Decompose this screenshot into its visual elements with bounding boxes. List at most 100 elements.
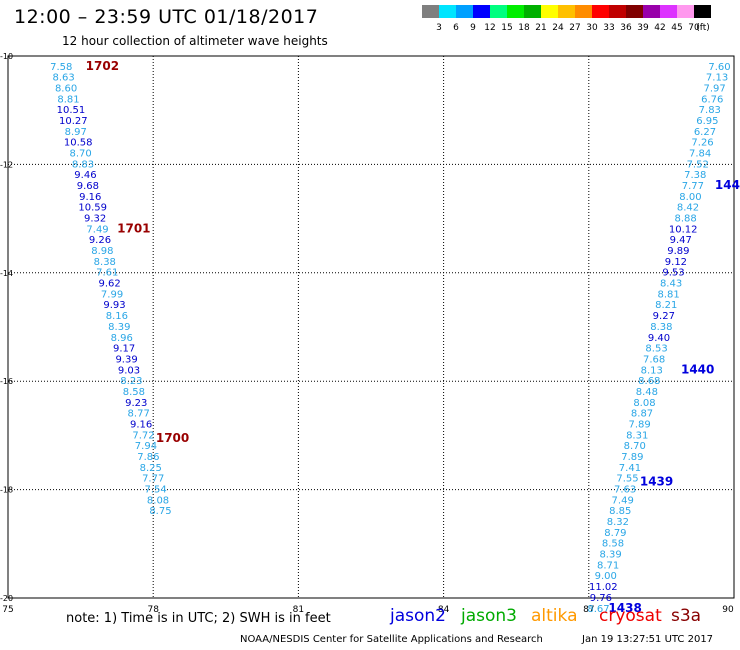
- legend-swatch: [592, 5, 609, 18]
- wave-height-label: 8.87: [631, 409, 653, 420]
- lon-tick-label: 81: [293, 605, 304, 615]
- lat-tick-label: -16: [0, 377, 13, 386]
- legend-label: 15: [501, 23, 513, 33]
- wave-height-label: 7.86: [137, 452, 159, 463]
- wave-height-label: 10.59: [78, 203, 107, 214]
- legend-swatch: [660, 5, 677, 18]
- wave-height-label: 8.77: [128, 409, 150, 420]
- credit-line: NOAA/NESDIS Center for Satellite Applica…: [240, 634, 543, 645]
- legend-label: 39: [637, 23, 649, 33]
- wave-height-label: 8.25: [140, 463, 162, 474]
- lat-tick-label: -10: [0, 52, 13, 61]
- legend-swatch: [626, 5, 643, 18]
- pass-time-label: 1439: [640, 474, 673, 488]
- wave-height-label: 7.26: [691, 138, 713, 149]
- wave-height-label: 9.62: [99, 279, 121, 290]
- legend-label: 36: [620, 23, 632, 33]
- wave-height-label: 9.53: [662, 268, 684, 279]
- wave-height-label: 7.60: [708, 62, 730, 73]
- wave-height-label: 8.43: [660, 279, 682, 290]
- lon-tick-label: 78: [147, 605, 159, 615]
- pass-time-label: 1438: [608, 601, 641, 615]
- wave-height-label: 8.21: [655, 300, 677, 311]
- legend-swatch: [507, 5, 524, 18]
- wave-height-label: 10.12: [669, 224, 698, 235]
- legend-label: 21: [535, 23, 547, 33]
- lon-tick-label: 90: [722, 605, 734, 615]
- legend-unit: (ft): [696, 23, 710, 33]
- wave-height-label: 7.13: [706, 73, 728, 84]
- legend-swatch: [524, 5, 541, 18]
- lat-tick-label: -12: [0, 160, 13, 169]
- wave-height-label: 8.00: [679, 192, 701, 203]
- wave-height-label: 8.81: [658, 289, 680, 300]
- wave-height-label: 8.38: [650, 322, 672, 333]
- satellite-cryosat: cryosat: [599, 606, 662, 626]
- wave-height-label: 8.67: [587, 604, 609, 615]
- legend-label: 70: [688, 23, 700, 33]
- legend-swatch: [456, 5, 473, 18]
- wave-height-label: 7.89: [621, 452, 643, 463]
- wave-height-label: 9.12: [665, 257, 687, 268]
- wave-height-label: 8.39: [599, 550, 621, 561]
- wave-height-label: 8.81: [57, 94, 79, 105]
- legend-swatch: [439, 5, 456, 18]
- wave-height-label: 9.40: [648, 333, 670, 344]
- wave-height-label: 7.55: [616, 474, 638, 485]
- wave-height-label: 7.77: [142, 474, 164, 485]
- legend-swatch: [643, 5, 660, 18]
- wave-height-label: 9.16: [130, 419, 152, 430]
- pass-time-label: 1701: [117, 221, 150, 235]
- lon-tick-label: 75: [2, 605, 13, 615]
- wave-height-label: 9.00: [595, 571, 617, 582]
- wave-height-label: 7.89: [628, 419, 650, 430]
- wave-height-label: 7.83: [699, 105, 721, 116]
- wave-height-label: 8.85: [609, 506, 631, 517]
- wave-height-label: 11.02: [589, 582, 618, 593]
- legend-swatch: [609, 5, 626, 18]
- wave-height-label: 8.39: [108, 322, 130, 333]
- legend-label: 3: [436, 23, 442, 33]
- wave-height-label: 10.27: [59, 116, 88, 127]
- wave-height-label: 8.98: [91, 246, 113, 257]
- satellite-altika: altika: [531, 606, 578, 626]
- legend-label: 33: [603, 23, 615, 33]
- legend-label: 18: [518, 23, 530, 33]
- wave-height-label: 7.52: [687, 159, 709, 170]
- wave-height-label: 7.63: [614, 485, 636, 496]
- wave-height-label: 7.49: [86, 224, 108, 235]
- wave-height-label: 6.76: [701, 94, 723, 105]
- wave-height-label: 8.58: [123, 387, 145, 398]
- legend-swatch: [541, 5, 558, 18]
- page-title: 12:00 – 23:59 UTC 01/18/2017: [14, 6, 319, 28]
- wave-height-label: 7.58: [50, 62, 72, 73]
- wave-height-label: 8.68: [638, 376, 660, 387]
- wave-height-label: 8.08: [147, 495, 169, 506]
- wave-height-label: 6.27: [694, 127, 716, 138]
- wave-height-label: 9.47: [670, 235, 692, 246]
- wave-height-label: 7.68: [643, 354, 665, 365]
- wave-height-label: 8.38: [94, 257, 116, 268]
- wave-height-label: 8.58: [602, 539, 624, 550]
- wave-height-label: 8.31: [626, 430, 648, 441]
- wave-height-label: 7.72: [132, 430, 154, 441]
- wave-height-label: 8.13: [641, 365, 663, 376]
- wave-height-label: 7.54: [144, 485, 166, 496]
- wave-height-label: 8.32: [607, 517, 629, 528]
- satellite-jason3: jason3: [461, 606, 517, 626]
- page-subtitle: 12 hour collection of altimeter wave hei…: [62, 34, 328, 48]
- wave-height-label: 8.60: [55, 83, 77, 94]
- wave-height-label: 6.95: [696, 116, 718, 127]
- wave-height-label: 8.08: [633, 398, 655, 409]
- wave-height-label: 9.89: [667, 246, 689, 257]
- wave-height-label: 9.23: [125, 398, 147, 409]
- wave-height-label: 7.38: [684, 170, 706, 181]
- wave-height-label: 9.46: [74, 170, 96, 181]
- lon-tick-label: 87: [583, 605, 594, 615]
- legend-label: 12: [484, 23, 496, 33]
- wave-height-label: 9.03: [118, 365, 140, 376]
- pass-time-label: 1700: [156, 431, 189, 445]
- wave-height-label: 8.53: [645, 344, 667, 355]
- wave-height-label: 9.16: [79, 192, 101, 203]
